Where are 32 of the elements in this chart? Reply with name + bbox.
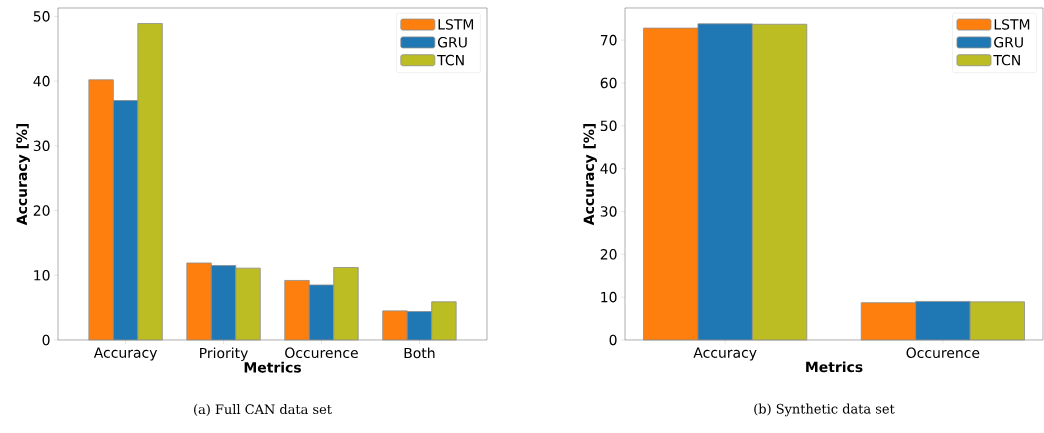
x-tick-label: Both	[404, 347, 435, 359]
y-tick-label: 30	[33, 140, 50, 152]
legend-label: LSTM	[994, 19, 1030, 30]
y-tick-label: 50	[33, 11, 50, 22]
x-tick-label: Occurence	[285, 347, 358, 359]
y-tick-label: 10	[34, 269, 50, 281]
x-tick-label: Accuracy	[693, 347, 757, 361]
y-tick-label: 40	[33, 75, 50, 87]
y-tick-label: 50	[600, 120, 617, 132]
y-tick-label: 20	[33, 205, 50, 216]
x-axis-title: Metrics	[244, 361, 301, 373]
legend-label: LSTM	[438, 19, 474, 30]
legend-label: GRU	[437, 36, 467, 48]
x-tick-label: Accuracy	[93, 347, 158, 361]
y-axis-title: Accuracy [%]	[583, 123, 597, 226]
y-tick-label: 60	[600, 77, 617, 89]
x-tick-label: Priority	[200, 347, 248, 362]
y-axis-title: Accuracy [%]	[16, 123, 30, 226]
y-tick-label: 40	[600, 163, 617, 174]
y-tick-label: 70	[600, 34, 617, 46]
y-tick-label: 0	[609, 334, 617, 346]
x-tick-label: Occurence	[906, 347, 980, 359]
y-tick-label: 10	[601, 291, 617, 303]
text: (a) Full CAN data set	[194, 404, 332, 416]
legend-label: TCN	[437, 54, 464, 66]
y-tick-label: 20	[600, 249, 617, 260]
text: (b) Synthetic data set	[754, 403, 895, 417]
y-tick-label: 0	[42, 334, 50, 346]
y-tick-label: 30	[600, 206, 617, 217]
legend-label: GRU	[994, 36, 1023, 48]
x-axis-title: Metrics	[806, 361, 863, 373]
legend-label: TCN	[993, 54, 1020, 66]
